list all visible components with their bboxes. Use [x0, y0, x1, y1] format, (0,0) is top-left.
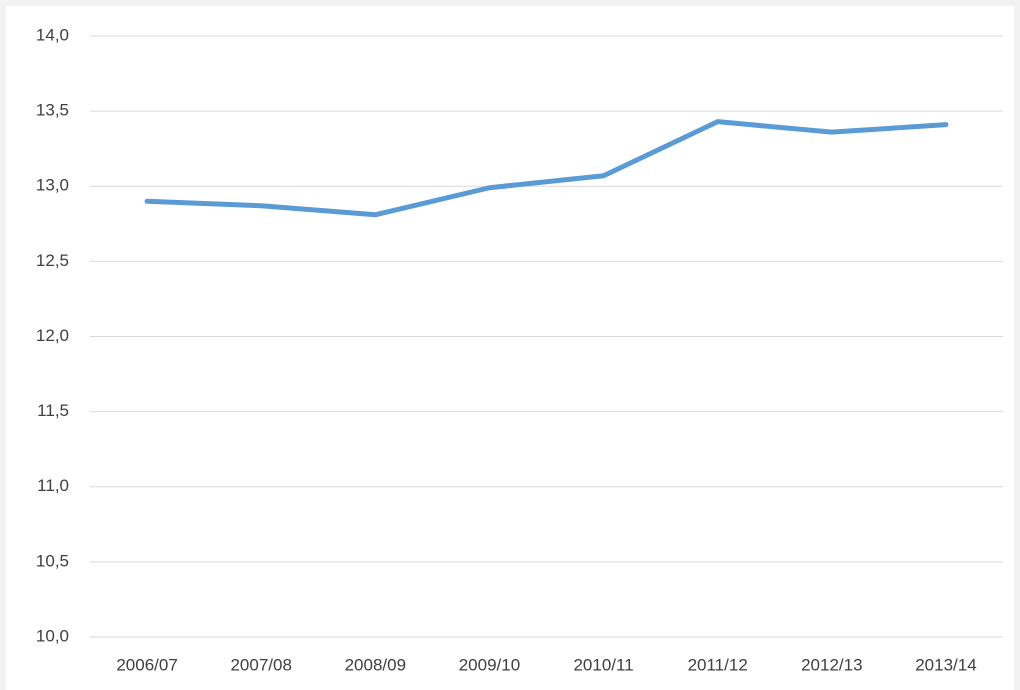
x-tick-label: 2009/10 — [459, 655, 520, 674]
y-tick-label: 12,5 — [36, 251, 69, 270]
y-tick-label: 12,0 — [36, 326, 69, 345]
chart-background — [6, 6, 1014, 690]
y-tick-label: 14,0 — [36, 25, 69, 44]
y-tick-label: 10,5 — [36, 551, 69, 570]
x-tick-label: 2013/14 — [915, 655, 976, 674]
x-tick-label: 2010/11 — [573, 655, 633, 674]
x-tick-label: 2008/09 — [345, 655, 406, 674]
y-tick-label: 11,0 — [37, 476, 69, 495]
x-tick-label: 2011/12 — [688, 655, 748, 674]
data-line — [144, 119, 949, 218]
x-tick-label: 2006/07 — [116, 655, 177, 674]
x-tick-label: 2007/08 — [230, 655, 291, 674]
y-tick-label: 13,0 — [36, 176, 69, 195]
x-tick-label: 2012/13 — [801, 655, 862, 674]
y-tick-label: 11,5 — [37, 401, 69, 420]
y-tick-label: 13,5 — [36, 101, 69, 120]
y-tick-label: 10,0 — [36, 626, 69, 645]
